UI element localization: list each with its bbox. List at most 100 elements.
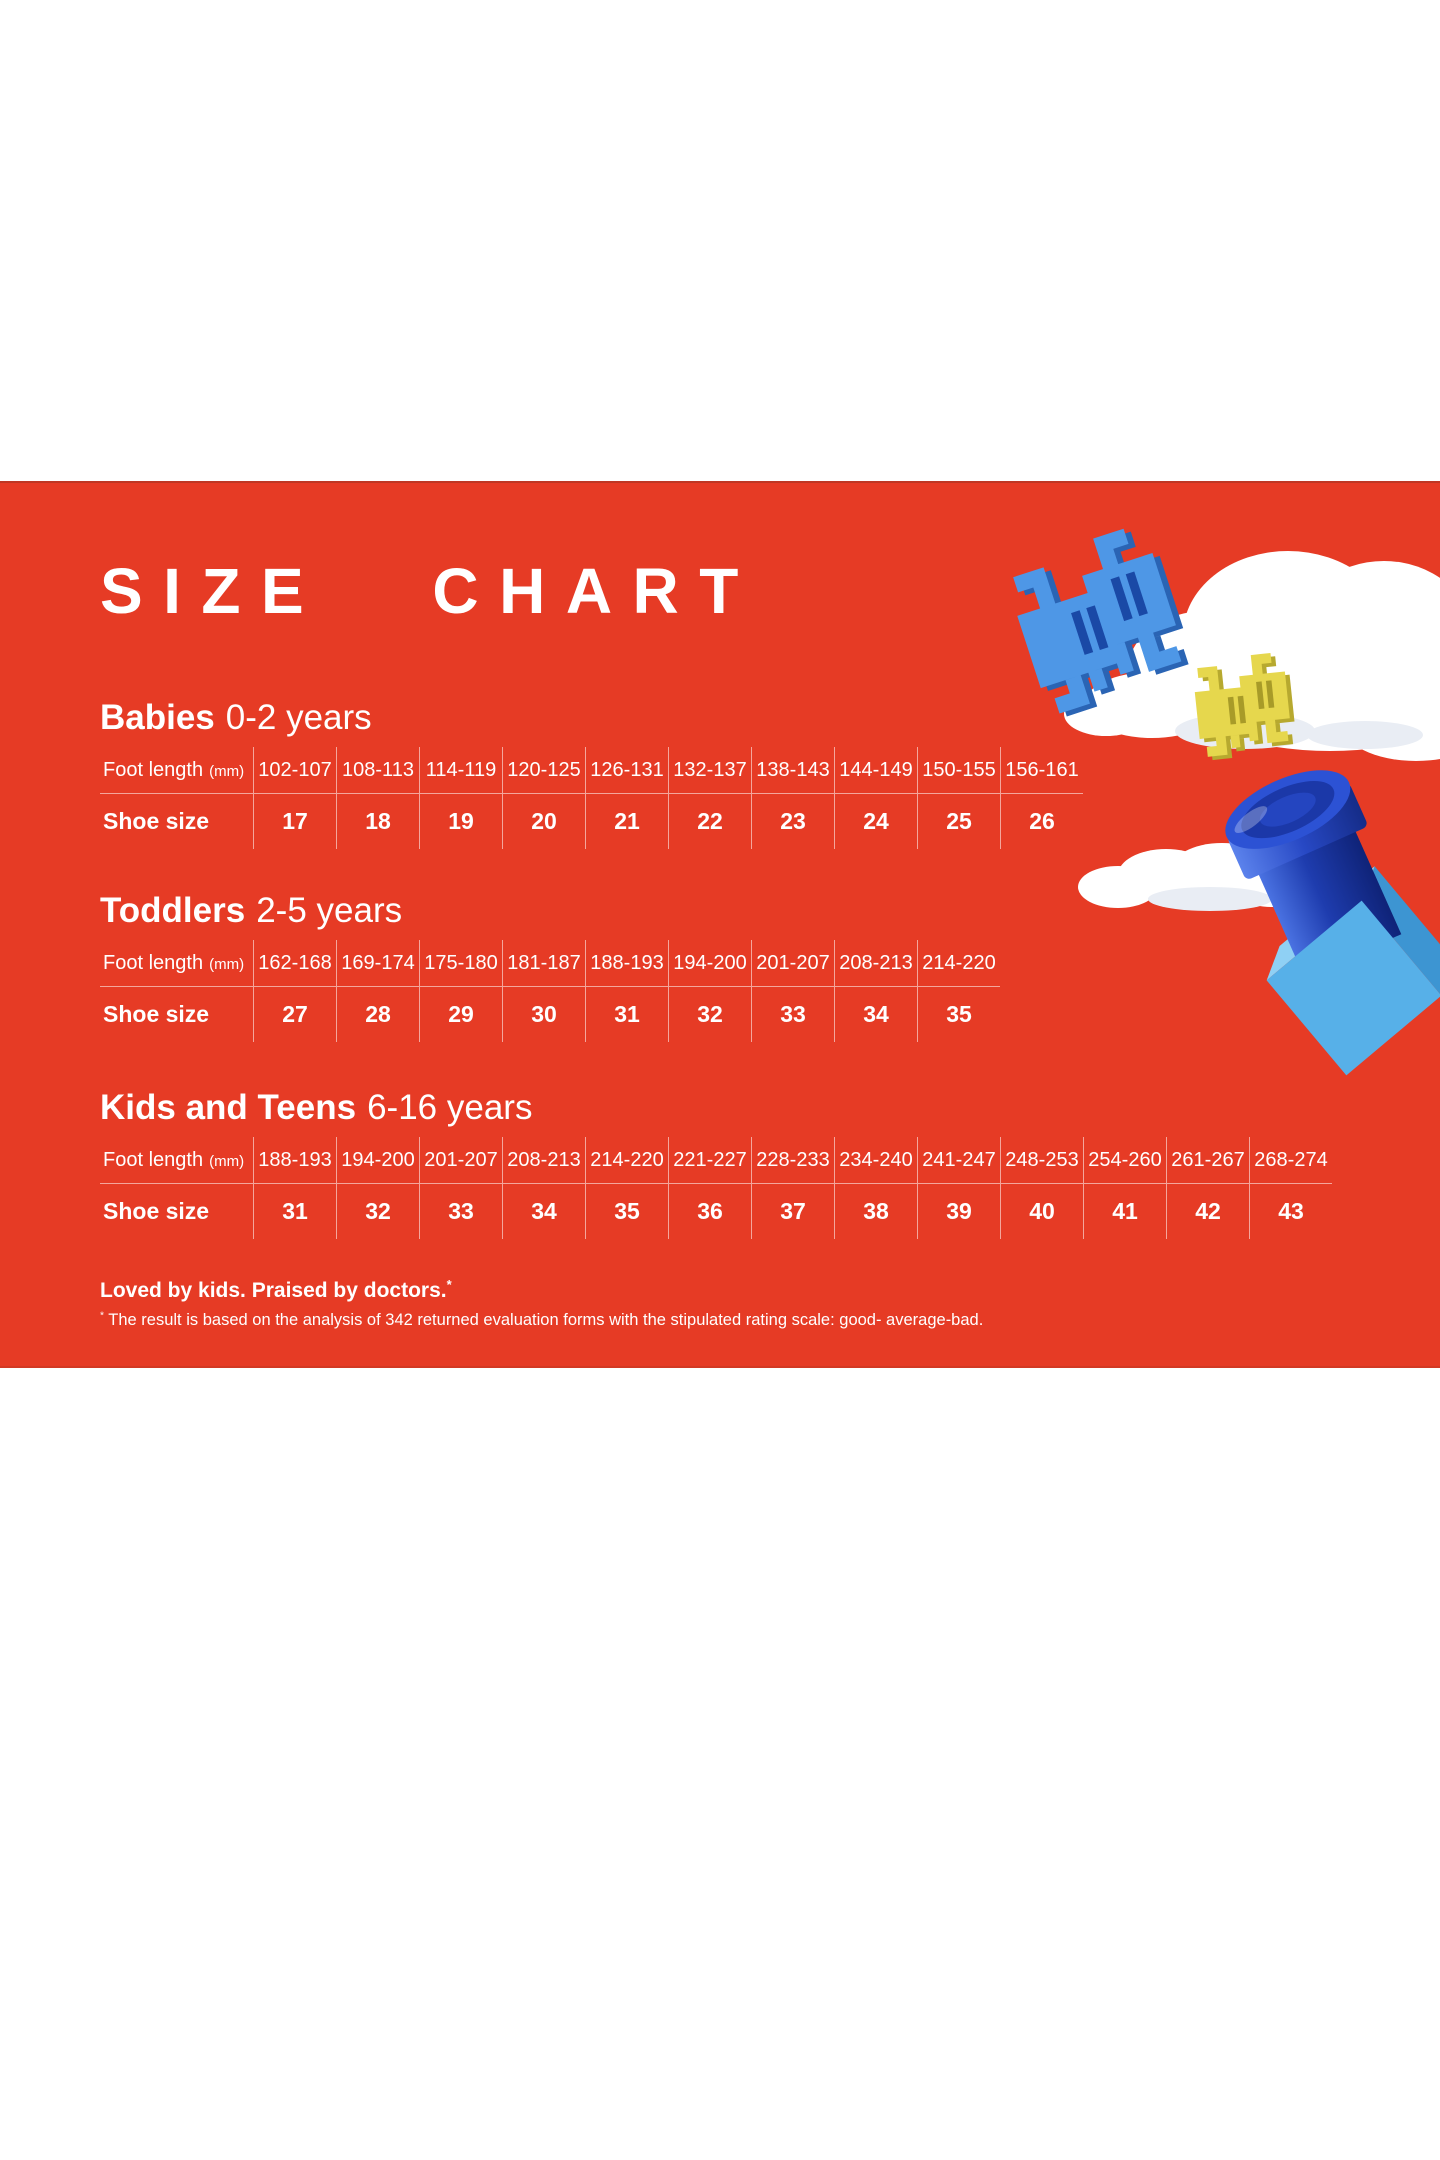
cloud-icon [1064,551,1440,761]
shoe-size-cell: 37 [751,1183,834,1239]
foot-length-cell: 175-180 [419,940,502,986]
shoe-size-cell: 29 [419,986,502,1042]
shoe-size-cell: 43 [1249,1183,1332,1239]
foot-length-cell: 188-193 [253,1137,336,1183]
shoe-size-cell: 28 [336,986,419,1042]
foot-length-cell: 120-125 [502,747,585,793]
foot-length-cell: 102-107 [253,747,336,793]
foot-length-cell: 169-174 [336,940,419,986]
size-chart-panel: SIZE CHART Babies 0-2 years Foot length (m… [0,481,1440,1368]
size-section-toddlers: Toddlers 2-5 years Foot length (mm) 162-168… [100,890,1000,1042]
shoe-size-cell: 39 [917,1183,1000,1239]
foot-length-cell: 201-207 [751,940,834,986]
foot-length-cell: 208-213 [834,940,917,986]
foot-length-cell: 268-274 [1249,1137,1332,1183]
foot-length-cell: 138-143 [751,747,834,793]
foot-length-cell: 254-260 [1083,1137,1166,1183]
section-age-group: Babies [100,698,215,737]
foot-length-unit: (mm) [209,955,245,973]
foot-length-cell: 194-200 [668,940,751,986]
shoe-size-cell: 26 [1000,793,1083,849]
shoe-size-cell: 36 [668,1183,751,1239]
shoe-size-cell: 41 [1083,1183,1166,1239]
foot-length-cell: 126-131 [585,747,668,793]
size-table: Foot length (mm) 188-193 194-200 201-207 208-… [100,1137,1332,1239]
size-section-babies: Babies 0-2 years Foot length (mm) 102-107 10… [100,697,1083,849]
size-table: Foot length (mm) 162-168 169-174 175-180 181-… [100,940,1000,1042]
foot-length-cell: 241-247 [917,1137,1000,1183]
shoe-size-cell: 18 [336,793,419,849]
shoe-size-label: Shoe size [100,986,253,1042]
size-table: Foot length (mm) 102-107 108-113 114-119 120-… [100,747,1083,849]
section-age-group: Toddlers [100,891,246,930]
section-age-range: 2-5 years [256,891,403,930]
shoe-size-cell: 35 [585,1183,668,1239]
pixel-invader-blue-icon [1001,522,1199,720]
foot-length-cell: 214-220 [917,940,1000,986]
shoe-size-label: Shoe size [100,1183,253,1239]
foot-length-cell: 234-240 [834,1137,917,1183]
small-cloud-icon [1078,843,1342,915]
section-title: Babies 0-2 years [100,697,1083,739]
shoe-size-cell: 31 [585,986,668,1042]
shoe-size-cell: 19 [419,793,502,849]
page-title: SIZE CHART [100,555,759,627]
foot-length-label: Foot length (mm) [100,1137,253,1183]
footer: Loved by kids. Praised by doctors.* * Th… [100,1278,983,1332]
foot-length-cell: 144-149 [834,747,917,793]
shoe-size-cell: 20 [502,793,585,849]
toy-block-icon [1225,770,1440,1076]
section-age-group: Kids and Teens [100,1088,357,1127]
shoe-size-cell: 24 [834,793,917,849]
foot-length-cell: 181-187 [502,940,585,986]
shoe-size-cell: 35 [917,986,1000,1042]
foot-length-cell: 162-168 [253,940,336,986]
foot-length-cell: 132-137 [668,747,751,793]
shoe-size-cell: 32 [668,986,751,1042]
asterisk-mark: * [100,1310,104,1322]
shoe-size-cell: 34 [834,986,917,1042]
foot-length-cell: 208-213 [502,1137,585,1183]
foot-length-cell: 108-113 [336,747,419,793]
shoe-size-cell: 31 [253,1183,336,1239]
foot-length-label-text: Foot length [103,758,204,781]
foot-length-unit: (mm) [209,1152,245,1170]
shoe-size-cell: 30 [502,986,585,1042]
section-title: Toddlers 2-5 years [100,890,1000,932]
foot-length-label-text: Foot length [103,1148,204,1171]
foot-length-label-text: Foot length [103,951,204,974]
foot-length-label: Foot length (mm) [100,940,253,986]
asterisk-mark: * [446,1277,452,1292]
shoe-size-cell: 21 [585,793,668,849]
shoe-size-cell: 33 [751,986,834,1042]
foot-length-cell: 114-119 [419,747,502,793]
foot-length-cell: 194-200 [336,1137,419,1183]
foot-length-label: Foot length (mm) [100,747,253,793]
shoe-size-cell: 34 [502,1183,585,1239]
shoe-size-cell: 33 [419,1183,502,1239]
shoe-size-cell: 25 [917,793,1000,849]
section-age-range: 0-2 years [225,698,372,737]
footer-headline: Loved by kids. Praised by doctors.* [100,1277,452,1302]
foot-length-unit: (mm) [209,762,245,780]
shoe-size-cell: 23 [751,793,834,849]
foot-length-cell: 248-253 [1000,1137,1083,1183]
foot-length-cell: 156-161 [1000,747,1083,793]
foot-length-cell: 214-220 [585,1137,668,1183]
shoe-size-cell: 27 [253,986,336,1042]
foot-length-cell: 201-207 [419,1137,502,1183]
section-age-range: 6-16 years [367,1088,533,1127]
shoe-size-cell: 32 [336,1183,419,1239]
section-title: Kids and Teens 6-16 years [100,1087,1332,1129]
size-section-kids-and-teens: Kids and Teens 6-16 years Foot length (mm)… [100,1087,1332,1239]
shoe-size-cell: 40 [1000,1183,1083,1239]
foot-length-cell: 221-227 [668,1137,751,1183]
shoe-size-label: Shoe size [100,793,253,849]
shoe-size-cell: 42 [1166,1183,1249,1239]
shoe-size-cell: 22 [668,793,751,849]
foot-length-cell: 188-193 [585,940,668,986]
pixel-invader-yellow-icon [1191,651,1298,761]
shoe-size-cell: 38 [834,1183,917,1239]
foot-length-cell: 150-155 [917,747,1000,793]
